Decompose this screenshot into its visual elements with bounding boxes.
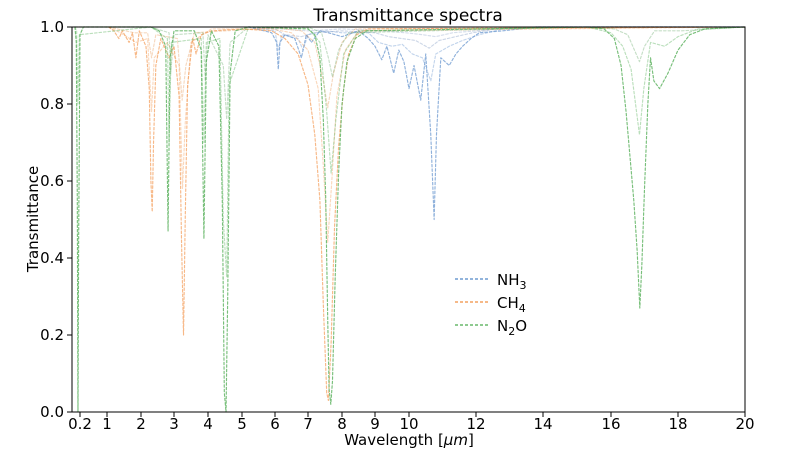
x-tick-label-1: 1: [102, 415, 112, 433]
y-tick-label-1: 0.2: [40, 326, 64, 344]
legend-label-nh3: NH3: [497, 271, 527, 292]
y-tick-label-2: 0.4: [40, 249, 64, 267]
spectrum-line-5: [108, 26, 746, 244]
spectrum-line-2: [248, 26, 746, 49]
y-tick-label-5: 1.0: [40, 18, 64, 36]
spectrum-line-0: [248, 26, 746, 221]
x-axis-label-unit: μm: [443, 431, 468, 449]
x-tick-label-12: 14: [533, 415, 552, 433]
legend-label-ch4: CH4: [497, 294, 526, 315]
legend: NH3 CH4 N2O: [455, 271, 527, 338]
x-tick-label-7: 7: [303, 415, 313, 433]
x-tick-label-8: 8: [337, 415, 347, 433]
x-axis-label: Wavelength [μm]: [344, 431, 474, 449]
y-axis-label: Transmittance: [24, 166, 42, 273]
spectrum-line-1: [248, 26, 746, 82]
y-tick-label-3: 0.6: [40, 172, 64, 190]
x-axis-label-main: Wavelength [: [344, 431, 444, 449]
legend-item-ch4: CH4: [455, 294, 526, 315]
legend-label-n2o: N2O: [497, 317, 527, 338]
x-tick-label-5: 5: [237, 415, 247, 433]
tick-layer: 0.2 1 2 3 4 5 6 7 8 9 10 12 14 16 18 200.00.20.40.60.81…: [40, 18, 754, 433]
x-tick-label-4: 4: [203, 415, 213, 433]
x-tick-label-2: 2: [136, 415, 146, 433]
x-tick-label-14: 18: [668, 415, 687, 433]
spectrum-line-8: [74, 26, 746, 278]
x-tick-label-3: 3: [169, 415, 179, 433]
x-axis-label-close: ]: [468, 431, 474, 449]
y-tick-label-4: 0.8: [40, 95, 64, 113]
spectrum-line-4: [108, 26, 746, 402]
legend-item-n2o: N2O: [455, 317, 527, 338]
x-tick-label-9: 9: [370, 415, 380, 433]
chart-title: Transmittance spectra: [312, 6, 502, 26]
plot-layer: [74, 26, 746, 413]
x-tick-label-11: 12: [466, 415, 485, 433]
x-tick-label-0: 0.2: [68, 415, 92, 433]
spectrum-line-3: [248, 26, 746, 38]
spectrum-line-7: [74, 26, 746, 413]
spectrum-line-9: [74, 26, 746, 120]
x-tick-label-15: 20: [735, 415, 754, 433]
legend-item-nh3: NH3: [455, 271, 527, 292]
x-tick-label-6: 6: [270, 415, 280, 433]
x-tick-label-10: 10: [399, 415, 418, 433]
y-tick-label-0: 0.0: [40, 403, 64, 421]
spectrum-line-6: [108, 26, 746, 109]
x-tick-label-13: 16: [601, 415, 620, 433]
